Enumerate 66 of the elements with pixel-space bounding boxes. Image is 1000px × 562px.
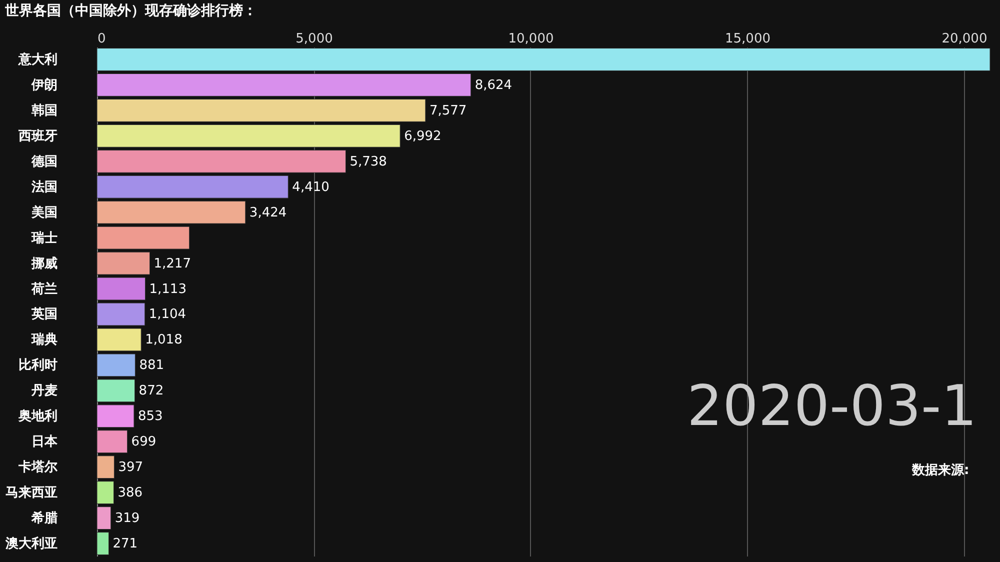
y-tick-label: 荷兰 [30, 280, 58, 297]
y-tick-label: 瑞典 [30, 332, 58, 348]
bar [96, 328, 142, 352]
bar [96, 98, 426, 122]
y-tick-label: 德国 [30, 154, 58, 170]
data-label: 5,738 [350, 154, 387, 170]
bar [96, 379, 136, 402]
data-label: 1,113 [149, 282, 186, 297]
bar [96, 200, 246, 224]
bar [96, 506, 112, 530]
bar [96, 430, 128, 454]
y-tick-label: 澳大利亚 [4, 536, 58, 552]
y-tick-label: 韩国 [30, 103, 58, 118]
data-label: 872 [138, 384, 164, 399]
bar [96, 532, 109, 555]
bar [96, 74, 472, 96]
y-tick-label: 卡塔尔 [18, 460, 58, 476]
bar [96, 481, 114, 504]
bar [96, 48, 990, 71]
data-label: 4,410 [292, 180, 330, 195]
annotation: 2020-03-1 [687, 374, 977, 439]
y-tick-label: 希腊 [30, 510, 58, 526]
data-label: 3,424 [249, 205, 287, 220]
data-label: 319 [114, 511, 140, 526]
bar [96, 354, 136, 377]
bar [96, 175, 288, 198]
data-label: 386 [118, 486, 143, 501]
y-tick-label: 美国 [30, 204, 58, 220]
annotation: 数据来源: [911, 463, 970, 478]
data-label: 1,217 [154, 256, 191, 272]
data-label: 699 [131, 434, 156, 450]
y-tick-label: 瑞士 [30, 230, 58, 246]
data-label: 881 [139, 358, 164, 374]
y-tick-label: 西班牙 [18, 128, 58, 144]
y-tick-label: 奥地利 [18, 408, 58, 424]
bar [96, 302, 146, 326]
bar [96, 226, 190, 250]
bar [96, 404, 134, 428]
data-label: 6,992 [404, 128, 442, 144]
x-tick-label: 0 [98, 32, 106, 46]
bar [96, 456, 114, 479]
data-label: 397 [118, 460, 144, 476]
y-tick-label: 法国 [30, 180, 58, 195]
x-tick-label: 10,000 [508, 32, 554, 46]
bar [96, 124, 400, 148]
y-tick-label: 丹麦 [30, 384, 58, 399]
y-tick-label: 日本 [32, 434, 58, 450]
data-label: 271 [112, 536, 138, 552]
y-tick-label: 挪威 [30, 255, 58, 272]
data-label: 853 [138, 409, 163, 424]
x-tick-label: 20,000 [942, 32, 988, 46]
bar [96, 150, 346, 173]
data-label: 1,018 [145, 332, 182, 348]
data-label: 1,104 [148, 307, 186, 322]
bar [96, 277, 146, 300]
data-label: 7,577 [429, 103, 467, 118]
y-tick-label: 意大利 [18, 51, 58, 68]
y-tick-label: 马来西亚 [6, 486, 58, 501]
bar [96, 252, 150, 275]
x-tick-label: 15,000 [724, 32, 770, 46]
x-tick-label: 5,000 [296, 32, 333, 46]
data-label: 8,624 [474, 78, 512, 93]
y-tick-label: 英国 [30, 307, 58, 322]
y-tick-label: 伊朗 [30, 76, 58, 93]
y-tick-label: 比利时 [18, 357, 58, 374]
chart-title: 世界各国（中国除外）现存确诊排行榜： [4, 2, 257, 19]
